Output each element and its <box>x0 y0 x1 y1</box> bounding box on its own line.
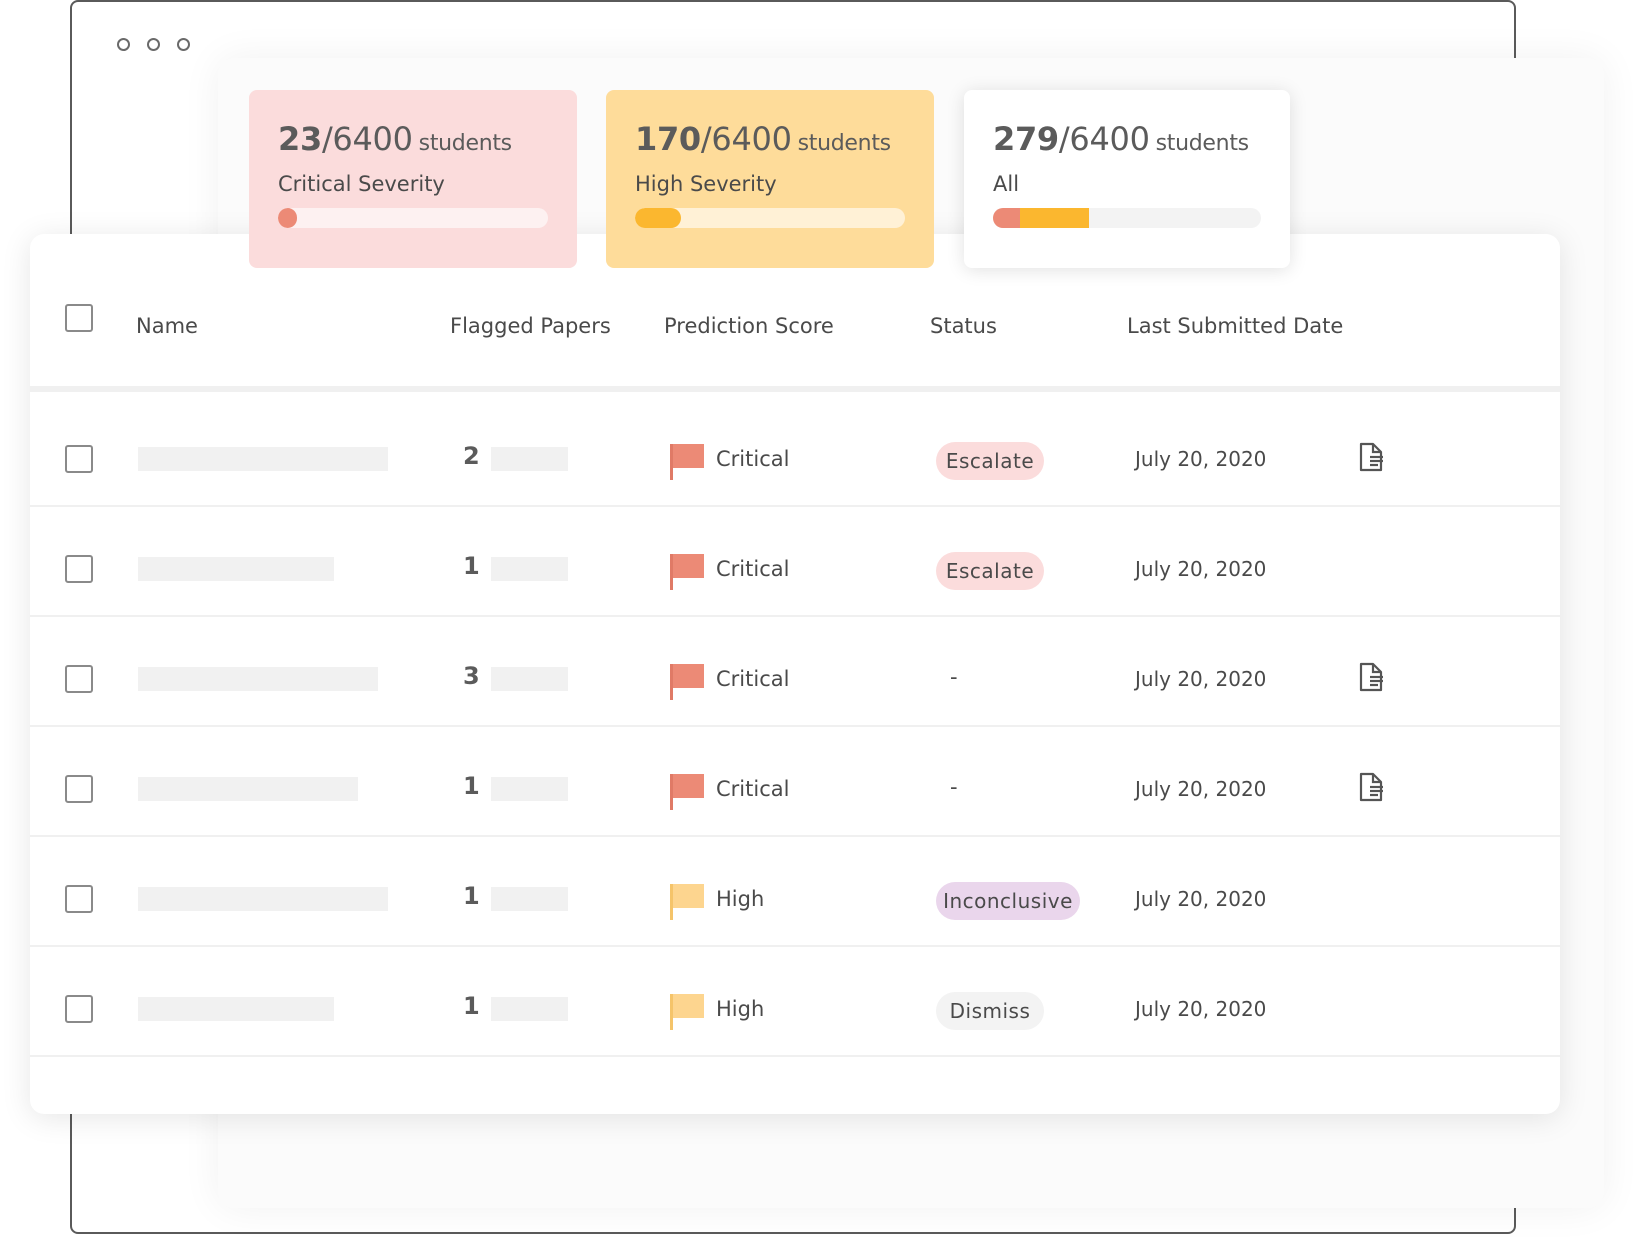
table-row[interactable]: 1 Critical Escalate July 20, 2020 <box>30 502 1560 617</box>
flagged-papers-placeholder <box>491 557 568 581</box>
flagged-papers-placeholder <box>491 447 568 471</box>
window-controls <box>117 38 190 51</box>
last-submitted-date: July 20, 2020 <box>1135 887 1267 911</box>
status-empty: - <box>950 665 958 689</box>
last-submitted-date: July 20, 2020 <box>1135 447 1267 471</box>
flagged-papers-count: 1 <box>463 992 480 1020</box>
table-header: Name Flagged Papers Prediction Score Sta… <box>30 234 1560 392</box>
critical-fill <box>278 208 297 228</box>
prediction-score-label: High <box>716 997 765 1021</box>
card-label: High Severity <box>635 172 777 196</box>
table-row[interactable]: 1 Critical - July 20, 2020 <box>30 722 1560 837</box>
select-all-checkbox[interactable] <box>65 304 93 332</box>
severity-progress-bar <box>635 208 905 228</box>
row-checkbox[interactable] <box>65 445 93 473</box>
critical-fill <box>993 208 1020 228</box>
window-control-circle-icon[interactable] <box>117 38 130 51</box>
status-badge[interactable]: Dismiss <box>936 992 1044 1030</box>
critical-severity-card[interactable]: 23/6400 students Critical Severity <box>249 90 577 268</box>
flagged-papers-placeholder <box>491 887 568 911</box>
document-icon[interactable] <box>1358 662 1384 692</box>
flag-icon <box>670 884 704 920</box>
window-control-circle-icon[interactable] <box>147 38 160 51</box>
row-checkbox[interactable] <box>65 665 93 693</box>
student-name-placeholder[interactable] <box>138 667 378 691</box>
student-name-placeholder[interactable] <box>138 557 334 581</box>
flag-icon <box>670 994 704 1030</box>
last-submitted-date: July 20, 2020 <box>1135 777 1267 801</box>
high-fill <box>1019 208 1090 228</box>
last-submitted-date: July 20, 2020 <box>1135 997 1267 1021</box>
student-name-placeholder[interactable] <box>138 997 334 1021</box>
card-count: 23/6400 students <box>278 120 512 158</box>
flagged-papers-count: 1 <box>463 882 480 910</box>
flag-icon <box>670 554 704 590</box>
table-row[interactable]: 2 Critical Escalate July 20, 2020 <box>30 392 1560 507</box>
prediction-score-label: Critical <box>716 557 790 581</box>
column-header-name[interactable]: Name <box>136 314 198 338</box>
card-count: 170/6400 students <box>635 120 891 158</box>
flagged-papers-count: 3 <box>463 662 480 690</box>
last-submitted-date: July 20, 2020 <box>1135 667 1267 691</box>
flag-icon <box>670 444 704 480</box>
flag-icon <box>670 774 704 810</box>
document-icon[interactable] <box>1358 442 1384 472</box>
prediction-score-label: Critical <box>716 447 790 471</box>
flag-icon <box>670 664 704 700</box>
document-icon[interactable] <box>1358 772 1384 802</box>
student-name-placeholder[interactable] <box>138 887 388 911</box>
window-control-circle-icon[interactable] <box>177 38 190 51</box>
flagged-papers-count: 1 <box>463 552 480 580</box>
last-submitted-date: July 20, 2020 <box>1135 557 1267 581</box>
flagged-papers-placeholder <box>491 997 568 1021</box>
row-checkbox[interactable] <box>65 555 93 583</box>
status-empty: - <box>950 775 958 799</box>
students-table: Name Flagged Papers Prediction Score Sta… <box>30 234 1560 1114</box>
prediction-score-label: Critical <box>716 777 790 801</box>
table-row[interactable]: 1 High Dismiss July 20, 2020 <box>30 942 1560 1057</box>
flagged-papers-count: 2 <box>463 442 480 470</box>
prediction-score-label: Critical <box>716 667 790 691</box>
flagged-papers-placeholder <box>491 777 568 801</box>
severity-progress-bar <box>993 208 1261 228</box>
table-row[interactable]: 1 High Inconclusive July 20, 2020 <box>30 832 1560 947</box>
card-label: All <box>993 172 1020 196</box>
card-count: 279/6400 students <box>993 120 1249 158</box>
student-name-placeholder[interactable] <box>138 777 358 801</box>
status-badge[interactable]: Escalate <box>936 552 1044 590</box>
high-severity-card[interactable]: 170/6400 students High Severity <box>606 90 934 268</box>
row-checkbox[interactable] <box>65 775 93 803</box>
card-label: Critical Severity <box>278 172 445 196</box>
status-badge[interactable]: Inconclusive <box>936 882 1080 920</box>
column-header-last-submitted-date[interactable]: Last Submitted Date <box>1127 314 1344 338</box>
all-students-card[interactable]: 279/6400 students All <box>964 90 1290 268</box>
severity-progress-bar <box>278 208 548 228</box>
column-header-flagged-papers[interactable]: Flagged Papers <box>450 314 611 338</box>
row-checkbox[interactable] <box>65 995 93 1023</box>
row-checkbox[interactable] <box>65 885 93 913</box>
table-row[interactable]: 3 Critical - July 20, 2020 <box>30 612 1560 727</box>
column-header-status[interactable]: Status <box>930 314 997 338</box>
flagged-papers-count: 1 <box>463 772 480 800</box>
student-name-placeholder[interactable] <box>138 447 388 471</box>
status-badge[interactable]: Escalate <box>936 442 1044 480</box>
prediction-score-label: High <box>716 887 765 911</box>
flagged-papers-placeholder <box>491 667 568 691</box>
column-header-prediction-score[interactable]: Prediction Score <box>664 314 834 338</box>
high-fill <box>635 208 681 228</box>
